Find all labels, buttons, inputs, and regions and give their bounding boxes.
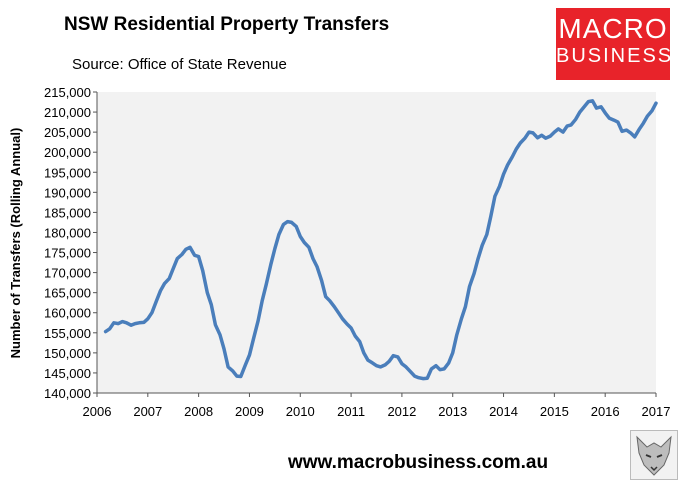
y-tick-label: 200,000 bbox=[44, 145, 91, 160]
x-axis-ticks: 2006 2007 2008 2009 2010 2011 2012 2013 2014 2015… bbox=[83, 393, 671, 419]
x-tick-label: 2008 bbox=[184, 404, 213, 419]
x-tick-label: 2015 bbox=[540, 404, 569, 419]
series-line bbox=[103, 99, 658, 381]
x-tick-label: 2013 bbox=[438, 404, 467, 419]
y-tick-label: 180,000 bbox=[44, 225, 91, 240]
macrobusiness-logo: MACRO BUSINESS bbox=[556, 8, 674, 80]
x-tick-label: 2012 bbox=[387, 404, 416, 419]
logo-line-2: BUSINESS bbox=[556, 45, 674, 67]
logo-line-1: MACRO bbox=[558, 13, 668, 44]
x-tick-label: 2007 bbox=[133, 404, 162, 419]
y-tick-label: 185,000 bbox=[44, 205, 91, 220]
x-tick-label: 2009 bbox=[235, 404, 264, 419]
y-tick-label: 215,000 bbox=[44, 85, 91, 100]
x-tick-label: 2014 bbox=[489, 404, 518, 419]
y-tick-label: 170,000 bbox=[44, 266, 91, 281]
wolf-logo-icon bbox=[630, 430, 678, 480]
y-tick-label: 155,000 bbox=[44, 326, 91, 341]
y-tick-label: 205,000 bbox=[44, 125, 91, 140]
y-tick-label: 165,000 bbox=[44, 286, 91, 301]
x-tick-label: 2006 bbox=[83, 404, 112, 419]
y-tick-label: 210,000 bbox=[44, 105, 91, 120]
y-tick-label: 190,000 bbox=[44, 185, 91, 200]
plot-area bbox=[97, 92, 656, 393]
y-tick-label: 160,000 bbox=[44, 306, 91, 321]
x-tick-label: 2017 bbox=[642, 404, 671, 419]
y-tick-label: 150,000 bbox=[44, 346, 91, 361]
x-tick-label: 2010 bbox=[286, 404, 315, 419]
y-tick-label: 175,000 bbox=[44, 246, 91, 261]
y-tick-label: 195,000 bbox=[44, 165, 91, 180]
chart-title: NSW Residential Property Transfers bbox=[64, 14, 390, 35]
y-axis-ticks: 140,000 145,000 150,000 155,000 160,000 165,0… bbox=[44, 85, 97, 401]
x-tick-label: 2016 bbox=[591, 404, 620, 419]
chart-subtitle: Source: Office of State Revenue bbox=[72, 56, 287, 73]
x-tick-label: 2011 bbox=[337, 404, 365, 419]
y-tick-label: 145,000 bbox=[44, 366, 91, 381]
series-group bbox=[103, 99, 658, 381]
y-axis-label: Number of Transfers (Rolling Annual) bbox=[8, 128, 23, 359]
footer-url: www.macrobusiness.com.au bbox=[288, 452, 549, 473]
y-tick-label: 140,000 bbox=[44, 386, 91, 401]
